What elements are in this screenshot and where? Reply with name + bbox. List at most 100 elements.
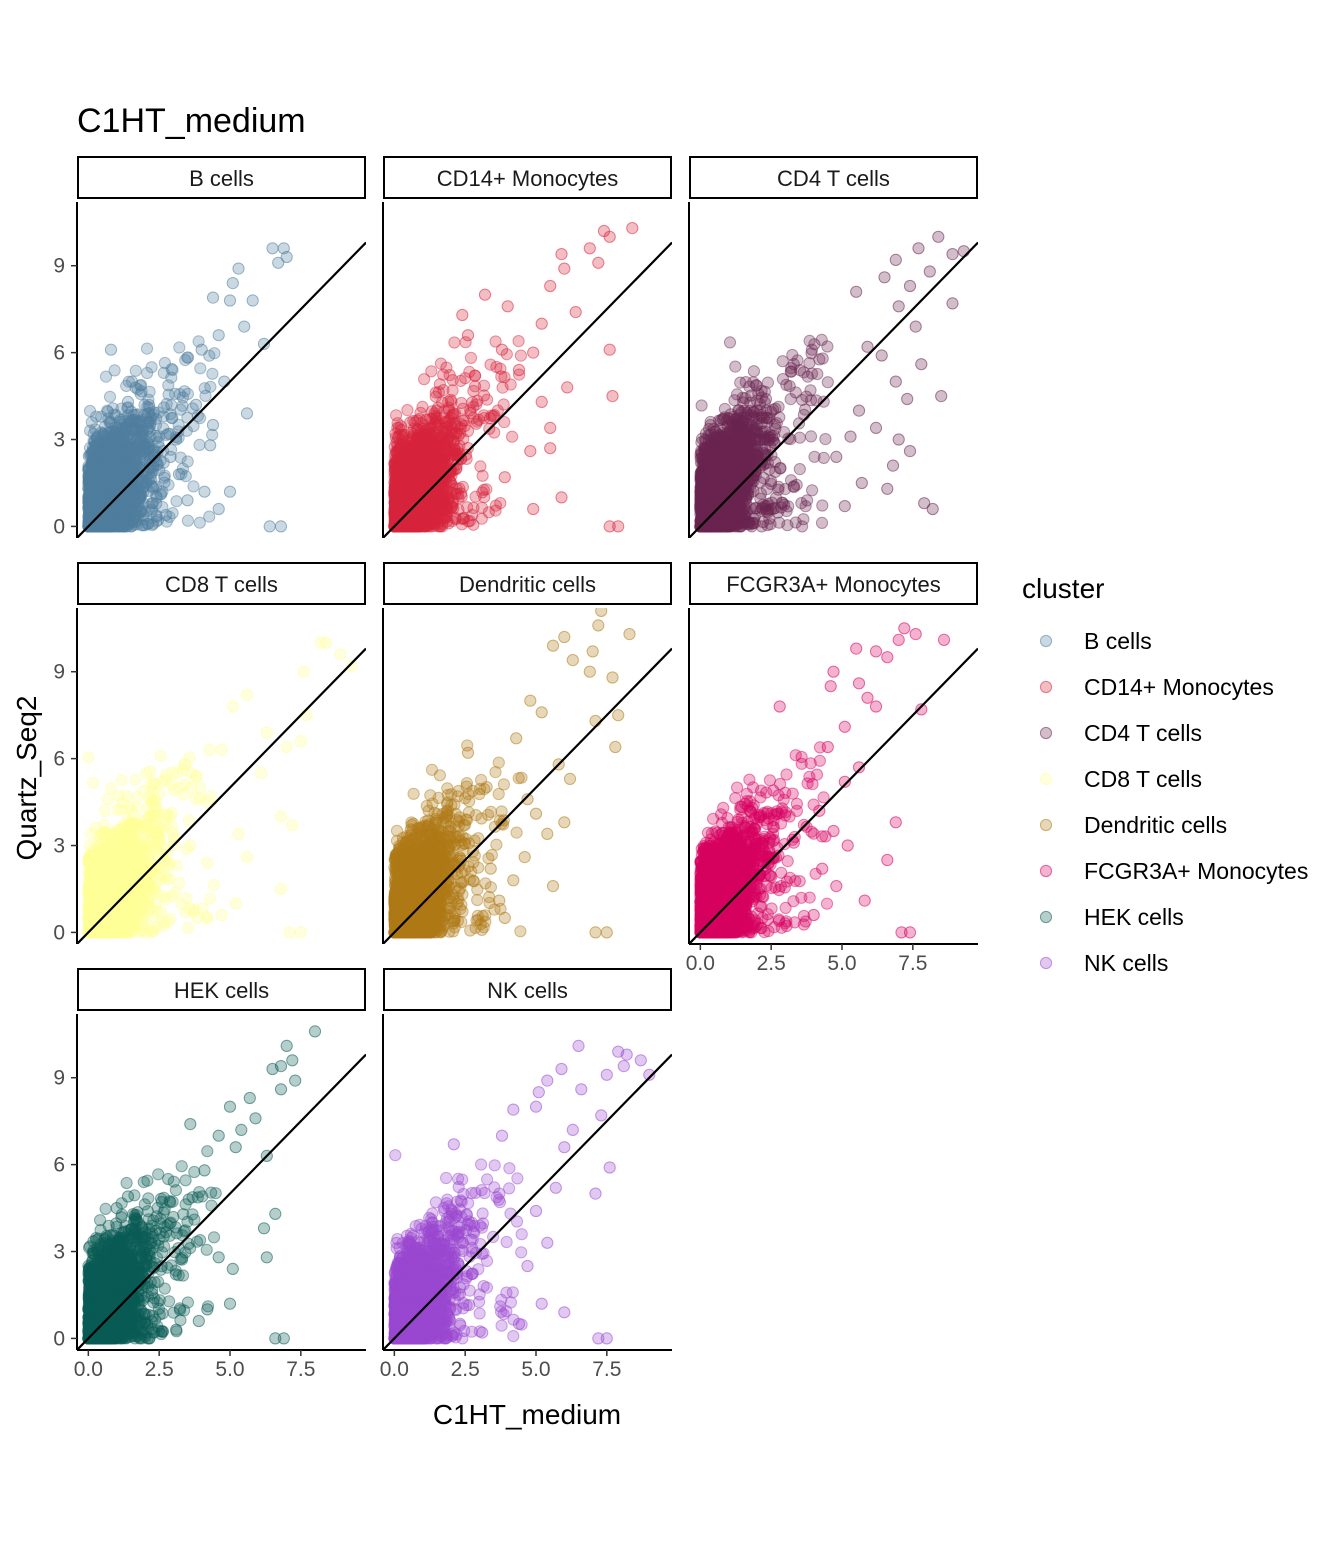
background-point: [103, 413, 114, 424]
background-point: [515, 350, 526, 361]
data-point: [122, 396, 133, 407]
data-point: [196, 344, 207, 355]
background-point: [88, 445, 99, 456]
background-point: [141, 343, 152, 354]
background-point: [103, 440, 114, 451]
x-axis-label: C1HT_medium: [433, 1399, 621, 1430]
background-point: [402, 405, 413, 416]
data-point: [213, 330, 224, 341]
facet-strip-label: CD14+ Monocytes: [437, 166, 619, 191]
background-point: [478, 484, 489, 495]
background-point: [144, 399, 155, 410]
facet-panel: CD14+ Monocytes: [383, 157, 672, 538]
background-point: [476, 502, 487, 513]
background-point: [161, 516, 172, 527]
background-point: [448, 450, 459, 461]
panel-data: [383, 223, 672, 539]
background-point: [419, 374, 430, 385]
background-point: [109, 365, 120, 376]
y-tick-label: 3: [53, 429, 65, 452]
y-tick-label: 6: [53, 342, 65, 365]
background-point: [142, 367, 153, 378]
panel-data: [77, 243, 366, 538]
legend-title: cluster: [1022, 573, 1104, 604]
background-point: [158, 423, 169, 434]
data-point: [247, 295, 258, 306]
data-point: [264, 521, 275, 532]
background-point: [207, 368, 218, 379]
background-point: [143, 518, 154, 529]
background-point: [86, 417, 97, 428]
data-point: [233, 263, 244, 274]
background-point: [182, 352, 193, 363]
background-point: [468, 385, 479, 396]
background-point: [456, 397, 467, 408]
y-tick-label: 9: [53, 255, 65, 278]
background-point: [95, 521, 106, 532]
background-point: [417, 401, 428, 412]
facet-panel: B cells 0 3 6 9: [53, 157, 366, 538]
background-point: [174, 342, 185, 353]
data-point: [205, 440, 216, 451]
background-point: [161, 398, 172, 409]
background-point: [157, 486, 168, 497]
data-point: [275, 521, 286, 532]
background-point: [438, 385, 449, 396]
background-point: [506, 431, 517, 442]
data-point: [173, 469, 184, 480]
background-point: [119, 437, 130, 448]
background-point: [129, 417, 140, 428]
y-tick-label: 0: [53, 515, 65, 538]
data-point: [190, 399, 201, 410]
data-point: [224, 486, 235, 497]
background-point: [113, 465, 124, 476]
background-point: [171, 496, 182, 507]
y-axis-label: Quartz_Seq2: [11, 696, 42, 861]
data-point: [273, 257, 284, 268]
background-point: [182, 515, 193, 526]
data-point: [267, 243, 278, 254]
data-point: [219, 376, 230, 387]
data-point: [207, 419, 218, 430]
background-point: [130, 382, 141, 393]
background-point: [513, 336, 524, 347]
background-point: [200, 390, 211, 401]
background-point: [166, 413, 177, 424]
background-point: [209, 348, 220, 359]
data-point: [182, 495, 193, 506]
data-point: [207, 292, 218, 303]
background-point: [129, 443, 140, 454]
data-point: [165, 451, 176, 462]
background-point: [120, 424, 131, 435]
background-point: [104, 391, 115, 402]
data-point: [145, 411, 156, 422]
background-point: [84, 484, 95, 495]
background-point: [109, 488, 120, 499]
background-point: [85, 472, 96, 483]
chart-title: C1HT_medium: [77, 102, 306, 140]
data-point: [241, 408, 252, 419]
background-point: [166, 372, 177, 383]
data-point: [199, 486, 210, 497]
background-point: [195, 363, 206, 374]
facet-strip-label: B cells: [189, 166, 254, 191]
background-point: [146, 468, 157, 479]
background-point: [125, 502, 136, 513]
background-point: [138, 482, 149, 493]
data-point: [213, 503, 224, 514]
data-point: [227, 278, 238, 289]
data-point: [239, 321, 250, 332]
background-point: [194, 439, 205, 450]
background-point: [194, 517, 205, 528]
background-point: [479, 390, 490, 401]
identity-line: [77, 243, 366, 538]
background-point: [130, 365, 141, 376]
background-point: [177, 400, 188, 411]
background-point: [188, 481, 199, 492]
background-point: [467, 397, 478, 408]
background-point: [462, 502, 473, 513]
data-point: [105, 344, 116, 355]
